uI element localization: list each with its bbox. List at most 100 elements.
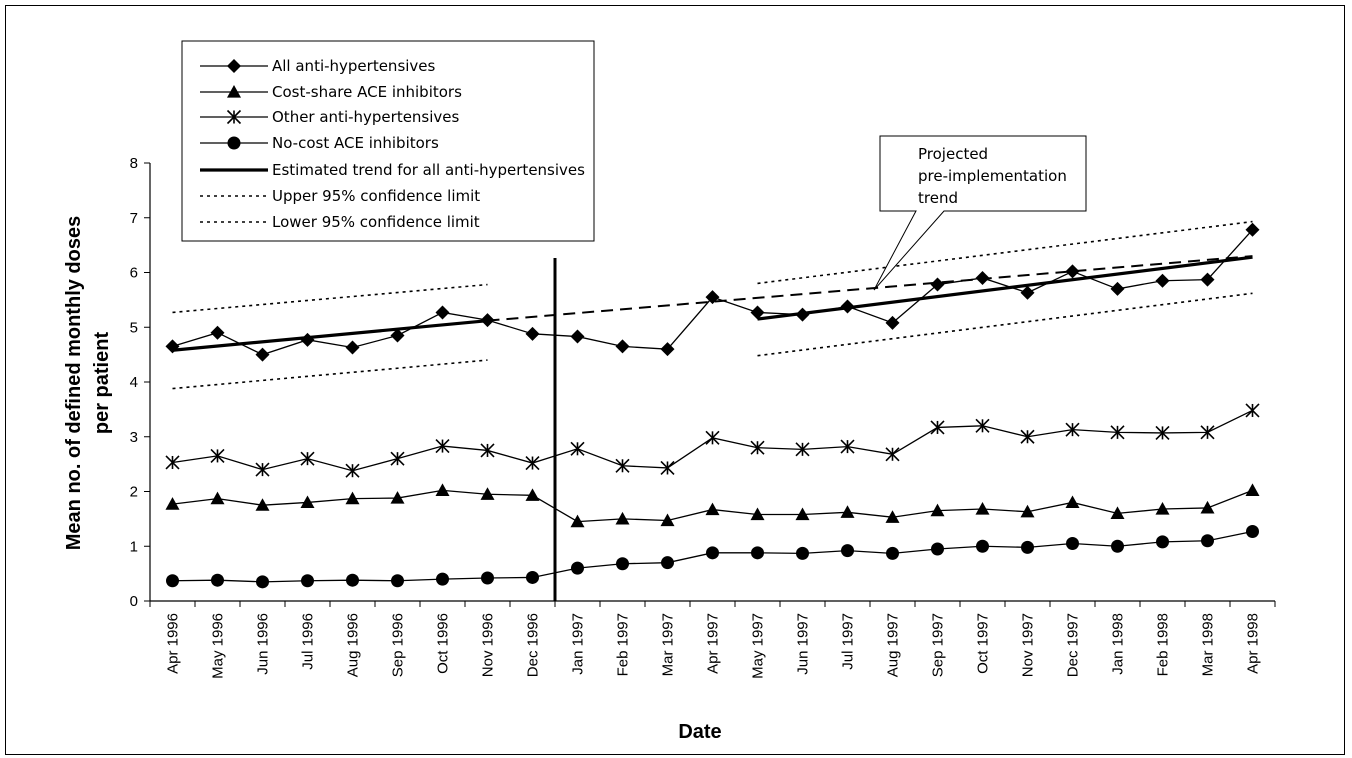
series-1-point: [1065, 495, 1080, 509]
series-3-point: [571, 561, 584, 575]
series-2-point: [480, 443, 495, 458]
series-2-point: [390, 451, 405, 466]
series-3-point: [211, 573, 224, 587]
series-2-point: [210, 448, 225, 463]
x-tick-label: Oct 1997: [975, 613, 992, 674]
series-3-point: [976, 539, 989, 553]
x-tick-label: Oct 1996: [435, 613, 452, 674]
series-0-point: [615, 339, 630, 354]
series-0-point: [570, 329, 585, 344]
series-3-point: [841, 544, 854, 558]
series-2-point: [705, 430, 720, 445]
series-2-point: [345, 463, 360, 478]
x-tick-label: Jan 1998: [1110, 613, 1127, 675]
y-tick-label: 7: [130, 210, 138, 227]
series-2-point: [840, 439, 855, 454]
series-3-point: [301, 574, 314, 588]
x-tick-label: Aug 1996: [345, 613, 362, 677]
series-0-point: [1155, 273, 1170, 288]
series-1-point: [885, 510, 900, 523]
series-0-point: [795, 307, 810, 322]
legend-label-other: Other anti-hypertensives: [272, 108, 460, 126]
series-2-point: [615, 458, 630, 473]
y-tick-label: 2: [130, 484, 138, 501]
series-1-point: [1110, 506, 1125, 519]
series-3-point: [346, 573, 359, 587]
x-tick-label: Jun 1996: [255, 613, 272, 675]
x-tick-label: Nov 1997: [1020, 613, 1037, 677]
series-2-point: [1020, 429, 1035, 444]
x-tick-label: Jan 1997: [570, 613, 587, 675]
series-3-point: [481, 571, 494, 585]
trend-line-0: [172, 319, 488, 352]
series-3-point: [391, 574, 404, 588]
series-2-point: [165, 455, 180, 470]
series-2-point: [525, 455, 540, 471]
series-2-point: [930, 420, 945, 435]
x-axis-title: Date: [678, 721, 721, 743]
x-tick-label: Feb 1998: [1155, 613, 1172, 676]
y-tick-label: 6: [130, 265, 138, 282]
series-2-point: [660, 460, 675, 476]
series-1-point: [300, 495, 315, 509]
series-3-point: [616, 557, 629, 571]
series-1-point: [435, 483, 450, 497]
series-0-point: [660, 342, 675, 357]
series-0-point: [705, 290, 720, 305]
legend-box: [181, 40, 595, 242]
series-3-point: [1201, 534, 1214, 548]
trend-line-3: [487, 255, 1253, 322]
series-3-point: [166, 574, 179, 588]
series-1-point: [975, 502, 990, 515]
trend-line-2: [757, 292, 1253, 357]
annotation-line-3: trend: [918, 189, 958, 207]
series-1-point: [1200, 500, 1215, 514]
y-axis-title-line-2: per patient: [91, 332, 113, 435]
x-tick-label: Jul 1997: [840, 613, 857, 670]
series-3-point: [1156, 535, 1169, 549]
series-2-point: [435, 438, 450, 454]
series-0-point: [390, 328, 405, 343]
y-tick-label: 5: [130, 319, 138, 336]
legend: All anti-hypertensives Cost-share ACE in…: [181, 40, 595, 242]
series-0-point: [300, 332, 315, 347]
series-1-point: [255, 498, 270, 511]
series-0-point: [165, 339, 180, 354]
x-tick-label: Nov 1996: [480, 613, 497, 677]
series-0-point: [210, 325, 225, 340]
series-1-point: [390, 491, 405, 504]
y-tick-label: 0: [130, 593, 138, 610]
x-tick-label: May 1997: [750, 613, 767, 679]
series-1-point: [525, 488, 540, 501]
x-tick-label: Jun 1997: [795, 613, 812, 675]
series-0-point: [975, 270, 990, 285]
series-3-point: [256, 575, 269, 589]
series-3-point: [931, 542, 944, 556]
x-tick-label: Mar 1998: [1200, 613, 1217, 676]
series-0-point: [525, 326, 540, 341]
series-0-point: [435, 305, 450, 320]
series-1-point: [345, 491, 360, 505]
series-1-point: [1020, 504, 1035, 518]
series-0-point: [1200, 272, 1215, 287]
series-0-point: [255, 347, 270, 362]
series-2-point: [975, 418, 990, 433]
series-2-point: [795, 442, 810, 457]
series-0-point: [885, 315, 900, 330]
series-0-point: [840, 299, 855, 314]
series-0-point: [1245, 222, 1260, 237]
y-tick-label: 1: [130, 538, 138, 555]
series-1-point: [480, 487, 495, 500]
x-tick-label: Dec 1997: [1065, 613, 1082, 677]
x-tick-label: Sep 1997: [930, 613, 947, 677]
annotation-line-2: pre-implementation: [918, 167, 1067, 185]
series-2-point: [300, 451, 315, 466]
y-tick-label: 4: [130, 374, 138, 391]
series-3-point: [886, 546, 899, 560]
series-2-point: [1110, 425, 1125, 440]
legend-sample-marker: [227, 136, 241, 150]
x-tick-label: Apr 1996: [165, 613, 182, 674]
x-tick-label: May 1996: [210, 613, 227, 679]
series-0-point: [930, 277, 945, 292]
